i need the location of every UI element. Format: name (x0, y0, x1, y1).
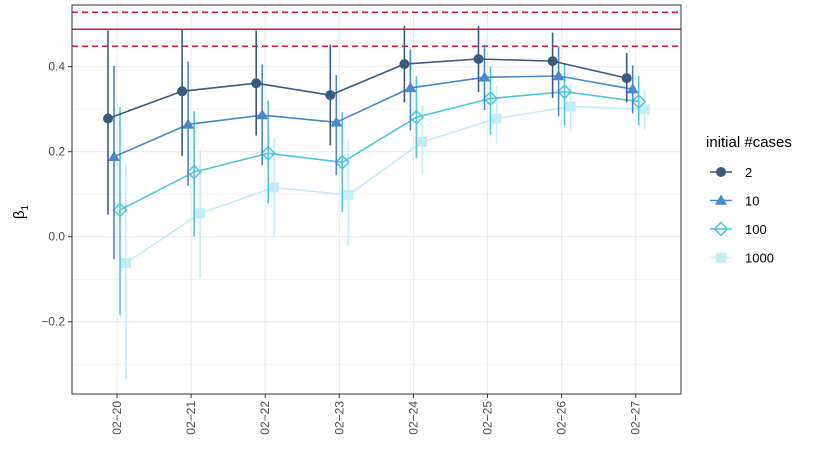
x-tick-label: 02−27 (629, 401, 643, 435)
panel-background (72, 5, 681, 394)
legend-label: 100 (745, 222, 767, 237)
x-tick-label: 02−26 (555, 401, 569, 435)
y-axis-title-main: β (11, 210, 28, 219)
data-point (251, 78, 262, 89)
reference-lines (72, 11, 681, 47)
data-point (408, 109, 424, 125)
x-tick-label: 02−23 (332, 401, 346, 435)
data-point (343, 190, 354, 201)
y-tick-label: 0.4 (48, 60, 65, 74)
legend-item-100: 100 (710, 221, 767, 237)
data-point (716, 252, 726, 263)
data-point (325, 90, 336, 101)
series-line (113, 75, 633, 158)
plot-area (103, 25, 650, 380)
legend-label: 2 (745, 165, 752, 180)
data-point (639, 104, 650, 115)
data-point (473, 53, 484, 64)
y-tick-label: 0.2 (48, 145, 65, 159)
legend-item-1000: 1000 (710, 251, 774, 266)
data-point (482, 90, 499, 107)
x-axis: 02−20 02−21 02−22 02−23 02−24 02−25 02−26 02−27 (110, 394, 643, 435)
data-point (121, 258, 131, 269)
data-point (716, 167, 726, 177)
y-axis-title: β1 (11, 204, 31, 219)
data-point (626, 83, 639, 94)
data-point (478, 71, 491, 82)
data-point (112, 202, 128, 218)
series-2 (103, 25, 632, 215)
series-line (107, 58, 627, 120)
y-axis: −0.2 0.0 0.2 0.4 (41, 60, 72, 329)
x-tick-label: 02−24 (406, 401, 420, 435)
data-point (256, 109, 269, 120)
legend-label: 1000 (745, 251, 774, 266)
y-axis-title-subscript: 1 (20, 204, 31, 210)
data-point (108, 150, 120, 161)
data-point (260, 145, 276, 161)
data-point (491, 113, 502, 124)
data-point (565, 101, 576, 112)
data-point (417, 136, 428, 147)
data-point (103, 113, 113, 124)
legend: initial #cases 2 10 100 1000 (706, 134, 792, 266)
data-point (552, 69, 565, 81)
data-point (715, 194, 727, 205)
grid (72, 5, 681, 394)
x-tick-label: 02−21 (184, 401, 198, 435)
data-point (195, 208, 206, 219)
data-point (547, 56, 558, 67)
data-point (713, 221, 729, 237)
data-point (404, 81, 417, 93)
legend-item-2: 2 (710, 165, 752, 180)
legend-title: initial #cases (706, 134, 792, 151)
legend-label: 10 (745, 194, 759, 209)
data-point (177, 86, 188, 97)
x-tick-label: 02−20 (110, 401, 124, 435)
data-point (269, 182, 280, 193)
x-tick-label: 02−25 (481, 401, 495, 435)
series-10 (108, 44, 639, 260)
data-point (334, 154, 350, 170)
panel-border (71, 4, 682, 395)
y-tick-label: −0.2 (41, 315, 65, 329)
y-tick-label: 0.0 (48, 230, 65, 244)
data-point (182, 118, 195, 129)
legend-item-10: 10 (710, 194, 759, 209)
data-point (330, 116, 343, 127)
data-point (186, 164, 202, 180)
data-point (399, 59, 410, 70)
x-tick-label: 02−22 (258, 401, 272, 435)
data-point (557, 84, 573, 100)
data-point (621, 73, 632, 84)
data-point (631, 93, 647, 110)
